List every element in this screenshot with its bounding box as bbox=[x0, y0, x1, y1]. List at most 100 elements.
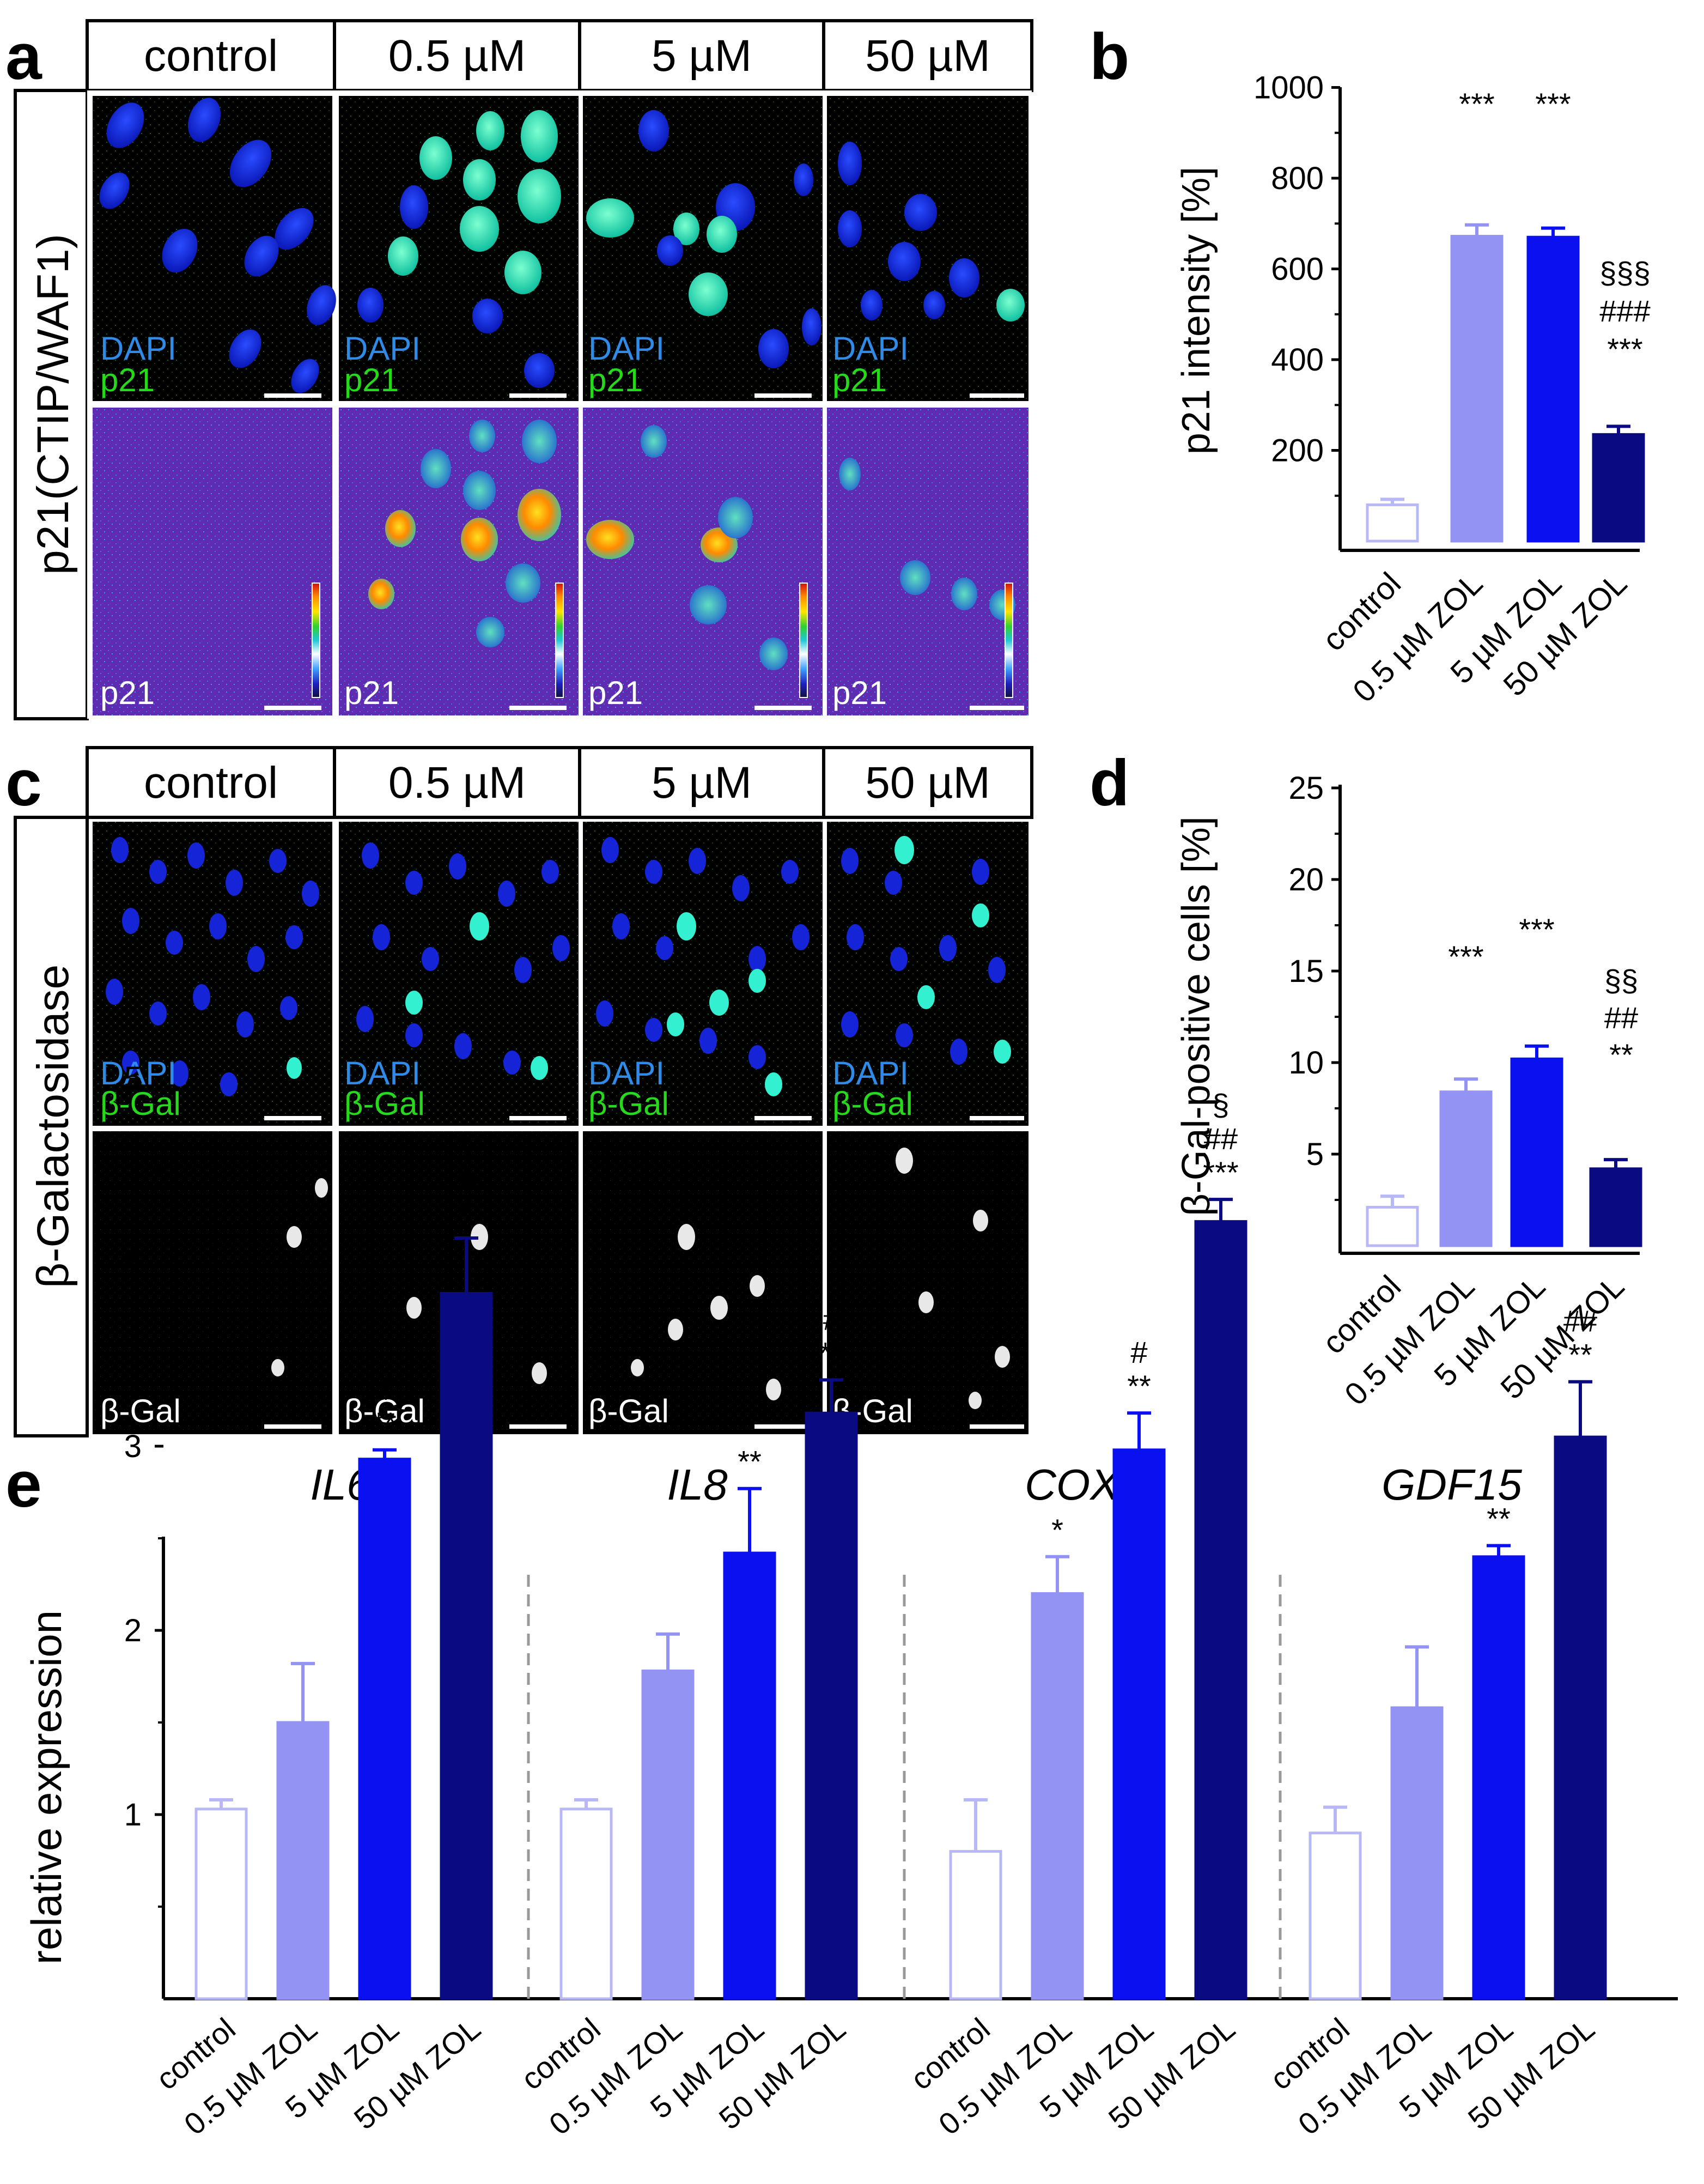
scale-bars bbox=[264, 393, 1024, 710]
bar-IL6-1 bbox=[276, 1721, 330, 2000]
panel-c-bottom-control bbox=[93, 1131, 332, 1434]
significance-annotation: ** bbox=[819, 1336, 843, 1370]
panel-letter-a: a bbox=[5, 20, 42, 93]
panel-c-label-dapi: DAPI bbox=[588, 1055, 665, 1091]
significance-annotation: ** bbox=[373, 1406, 397, 1440]
bar-5--M-ZOL bbox=[1510, 1057, 1563, 1247]
panel-a: control 0.5 µM 5 µM 50 µM p21(CTIP/WAF1) bbox=[14, 19, 1033, 720]
y-tick-label: 15 bbox=[1288, 954, 1324, 989]
significance-annotation: # bbox=[1130, 1335, 1147, 1369]
panel-a-bottom-control bbox=[93, 408, 332, 715]
panel-a-label-dapi: DAPI bbox=[588, 330, 665, 367]
panel-a-heat-0-5uM bbox=[368, 420, 561, 647]
panel-c-header-0-5uM: 0.5 µM bbox=[388, 758, 526, 808]
panel-c-label-gal-gray: β-Gal bbox=[588, 1393, 669, 1429]
significance-annotation: # bbox=[376, 1372, 393, 1406]
gene-title: IL8 bbox=[667, 1460, 728, 1509]
panel-a-label-p21-heat: p21 bbox=[100, 675, 155, 711]
y-tick-label: 1000 bbox=[1253, 70, 1324, 106]
y-tick-label: 5 bbox=[1306, 1137, 1324, 1172]
panel-a-heat-5uM bbox=[586, 425, 788, 670]
panel-c-header-5uM: 5 µM bbox=[652, 758, 752, 808]
panel-a-side-label: p21(CTIP/WAF1) bbox=[28, 234, 78, 575]
significance-annotation: ## bbox=[1204, 1121, 1238, 1156]
significance-annotation: # bbox=[458, 1160, 474, 1194]
panel-c-label-dapi: DAPI bbox=[832, 1055, 909, 1091]
panel-c-label-dapi: DAPI bbox=[344, 1055, 421, 1091]
panel-a-label-dapi: DAPI bbox=[100, 330, 177, 367]
y-axis-label: relative expression bbox=[22, 1610, 70, 1964]
bar-50--M-ZOL bbox=[1589, 1167, 1642, 1247]
y-tick-label: 25 bbox=[1288, 771, 1324, 806]
panel-a-bottom-5uM bbox=[583, 408, 823, 715]
significance-annotation: §§§ bbox=[1599, 256, 1650, 290]
y-tick-label: 3 bbox=[124, 1429, 142, 1464]
panel-letter-d: d bbox=[1090, 747, 1129, 820]
panel-c-nuclei bbox=[106, 837, 1006, 1096]
panel-a-label-p21: p21 bbox=[344, 362, 399, 398]
y-tick-label: 600 bbox=[1271, 252, 1324, 287]
panel-letter-e: e bbox=[5, 1448, 42, 1521]
bar-IL6-0 bbox=[194, 1807, 248, 2000]
panel-a-label-p21: p21 bbox=[832, 362, 887, 398]
panel-c-label-gal: β-Gal bbox=[100, 1085, 181, 1122]
significance-annotation: ** bbox=[1609, 1038, 1633, 1072]
panel-a-label-dapi: DAPI bbox=[344, 330, 421, 367]
y-tick-label: 2 bbox=[124, 1613, 142, 1648]
panel-a-nuclei-control bbox=[99, 98, 336, 393]
color-scale-bar bbox=[555, 583, 564, 698]
y-axis-label: p21 intensity [%] bbox=[1174, 167, 1218, 454]
scale-bars bbox=[264, 1116, 1024, 1429]
panel-a-header-control: control bbox=[144, 31, 278, 81]
panel-letter-c: c bbox=[5, 747, 42, 820]
y-tick-label: 10 bbox=[1288, 1045, 1324, 1081]
panel-c: control 0.5 µM 5 µM 50 µM β-Galactosidas… bbox=[14, 746, 1033, 1437]
panel-c-side-label: β-Galactosidase bbox=[28, 964, 78, 1288]
panel-c-gal-spots bbox=[271, 1148, 1010, 1409]
panel-a-label-p21-heat: p21 bbox=[344, 675, 399, 711]
bar-IL8-1 bbox=[641, 1669, 695, 2000]
color-scale-bar bbox=[312, 583, 320, 698]
significance-annotation: ## bbox=[1563, 1304, 1597, 1338]
gene-title: GDF15 bbox=[1382, 1460, 1522, 1509]
bar-GDF15-3 bbox=[1554, 1435, 1607, 2000]
significance-annotation: §§ bbox=[1604, 963, 1638, 998]
panel-a-label-p21-heat: p21 bbox=[588, 675, 643, 711]
significance-annotation: *** bbox=[1535, 87, 1571, 121]
panel-a-label-dapi: DAPI bbox=[832, 330, 909, 367]
y-tick-label: 4 bbox=[124, 1245, 142, 1280]
significance-annotation: ** bbox=[1127, 1369, 1151, 1403]
bar-0-5--M-ZOL bbox=[1439, 1090, 1493, 1247]
panel-letter-b: b bbox=[1090, 20, 1129, 93]
bar-0-5--M-ZOL bbox=[1450, 235, 1504, 543]
panel-a-nuclei-50uM bbox=[838, 142, 1025, 321]
bar-IL8-2 bbox=[723, 1551, 776, 2000]
bar-COX2-3 bbox=[1194, 1220, 1247, 2000]
significance-annotation: *** bbox=[1203, 1155, 1238, 1190]
panel-a-nuclei-0-5uM bbox=[357, 110, 561, 388]
panel-c-label-gal-gray: β-Gal bbox=[100, 1393, 181, 1429]
significance-annotation: *** bbox=[1519, 912, 1554, 947]
bar-IL6-2 bbox=[358, 1458, 411, 2000]
y-tick-label: 200 bbox=[1271, 433, 1324, 469]
bar-GDF15-1 bbox=[1390, 1706, 1444, 2000]
bar-50--M-ZOL bbox=[1592, 433, 1645, 543]
y-tick-label: 800 bbox=[1271, 161, 1324, 196]
bar-GDF15-0 bbox=[1309, 1831, 1362, 2000]
bar-COX2-2 bbox=[1112, 1448, 1166, 2000]
chart-b: 200 400 600 800 1000 *** *** *** ### §§§ p21 inten… bbox=[1174, 70, 1651, 709]
panel-c-label-gal: β-Gal bbox=[832, 1085, 913, 1122]
panel-a-header-0-5uM: 0.5 µM bbox=[388, 31, 526, 81]
panel-c-gal-nuclei bbox=[287, 836, 1011, 1096]
y-tick-label: 5 bbox=[124, 1060, 142, 1096]
significance-annotation: ** bbox=[738, 1445, 762, 1479]
y-tick-label: 1 bbox=[124, 1797, 142, 1833]
panel-c-bottom-50uM bbox=[827, 1131, 1029, 1434]
significance-annotation: *** bbox=[1607, 332, 1642, 366]
significance-annotation: ### bbox=[1599, 294, 1650, 328]
panel-c-bottom-5uM bbox=[583, 1131, 823, 1434]
bar-COX2-1 bbox=[1031, 1592, 1084, 2000]
significance-annotation: ** bbox=[1568, 1338, 1592, 1372]
bar-control bbox=[1366, 503, 1419, 543]
significance-annotation: # bbox=[823, 1302, 839, 1336]
